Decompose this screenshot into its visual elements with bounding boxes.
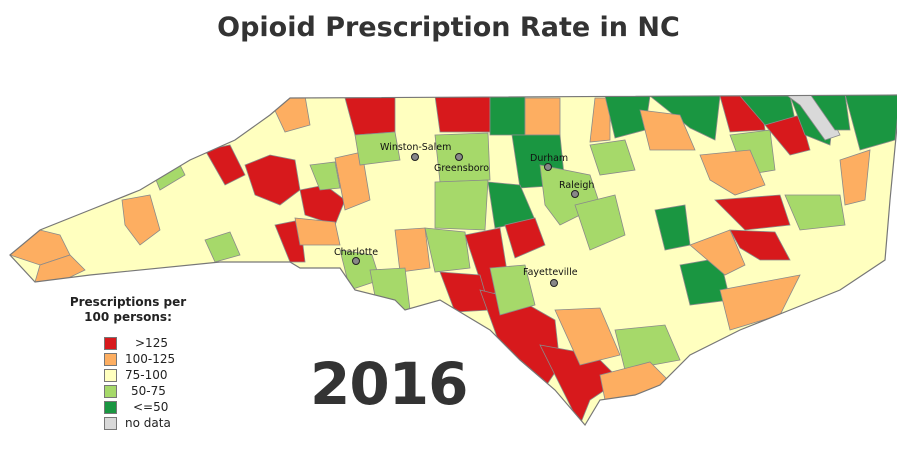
legend-label: 75-100: [125, 368, 168, 382]
legend-label: <=50: [133, 400, 169, 414]
city-raleigh: Raleigh: [559, 180, 594, 198]
county: [354, 131, 401, 166]
county: [714, 194, 791, 231]
county: [34, 254, 86, 283]
county: [574, 194, 626, 251]
county: [334, 151, 371, 211]
county: [369, 267, 411, 313]
county: [434, 95, 491, 133]
county: [589, 97, 611, 143]
county: [309, 161, 341, 191]
legend-swatch: [104, 384, 117, 398]
legend-title-line2: 100 persons:: [84, 310, 172, 324]
county: [294, 217, 341, 246]
county: [204, 231, 241, 263]
legend-item: 100-125: [104, 351, 188, 367]
county: [554, 307, 621, 366]
legend-item: 50-75: [104, 383, 188, 399]
legend-item: <=50: [104, 399, 188, 415]
city-label: Durham: [530, 153, 568, 164]
county: [489, 95, 526, 136]
legend-label: 50-75: [131, 384, 166, 398]
legend-title: Prescriptions per 100 persons:: [68, 295, 188, 325]
year-label: 2016: [310, 350, 468, 418]
city-marker-icon: [571, 190, 579, 198]
legend-label: >125: [135, 336, 168, 350]
legend-item: no data: [104, 415, 188, 431]
legend-swatch: [104, 400, 117, 414]
city-label: Greensboro: [434, 163, 489, 174]
city-marker-icon: [455, 153, 463, 161]
county: [784, 194, 846, 231]
city-label: Fayetteville: [523, 267, 578, 278]
legend: Prescriptions per 100 persons: >125 100-…: [68, 295, 188, 431]
county: [729, 229, 791, 261]
county: [121, 194, 161, 246]
city-charlotte: Charlotte: [334, 247, 378, 265]
county: [204, 144, 246, 186]
county: [424, 227, 471, 273]
county: [489, 264, 536, 316]
city-fayetteville: Fayetteville: [523, 267, 578, 287]
legend-label: 100-125: [125, 352, 176, 366]
county: [783, 95, 841, 141]
legend-swatch: [104, 416, 117, 430]
city-greensboro: Greensboro: [434, 153, 489, 174]
legend-label: no data: [125, 416, 171, 430]
legend-swatch: [104, 336, 117, 350]
county: [614, 324, 681, 371]
city-durham: Durham: [530, 153, 568, 171]
city-markers: Winston-Salem Greensboro Durham Raleigh …: [334, 142, 594, 287]
county: [394, 227, 431, 273]
city-marker-icon: [550, 279, 558, 287]
county: [699, 149, 766, 196]
county: [844, 95, 897, 151]
city-winston-salem: Winston-Salem: [380, 142, 451, 161]
city-marker-icon: [411, 153, 419, 161]
county: [504, 217, 546, 259]
city-marker-icon: [352, 257, 360, 265]
county: [434, 179, 489, 231]
county: [524, 97, 561, 136]
legend-swatch: [104, 368, 117, 382]
city-label: Charlotte: [334, 247, 378, 258]
county: [809, 95, 851, 131]
county: [689, 229, 746, 276]
legend-item: 75-100: [104, 367, 188, 383]
city-label: Raleigh: [559, 180, 594, 191]
county: [839, 149, 871, 206]
state-outline: [9, 94, 897, 427]
map-title: Opioid Prescription Rate in NC: [217, 12, 680, 43]
legend-title-line1: Prescriptions per: [69, 295, 187, 309]
city-label: Winston-Salem: [380, 142, 451, 153]
legend-item: >125: [104, 335, 188, 351]
county: [589, 139, 636, 176]
city-marker-icon: [544, 163, 552, 171]
county: [764, 114, 811, 156]
county: [639, 109, 696, 151]
legend-swatch: [104, 352, 117, 366]
